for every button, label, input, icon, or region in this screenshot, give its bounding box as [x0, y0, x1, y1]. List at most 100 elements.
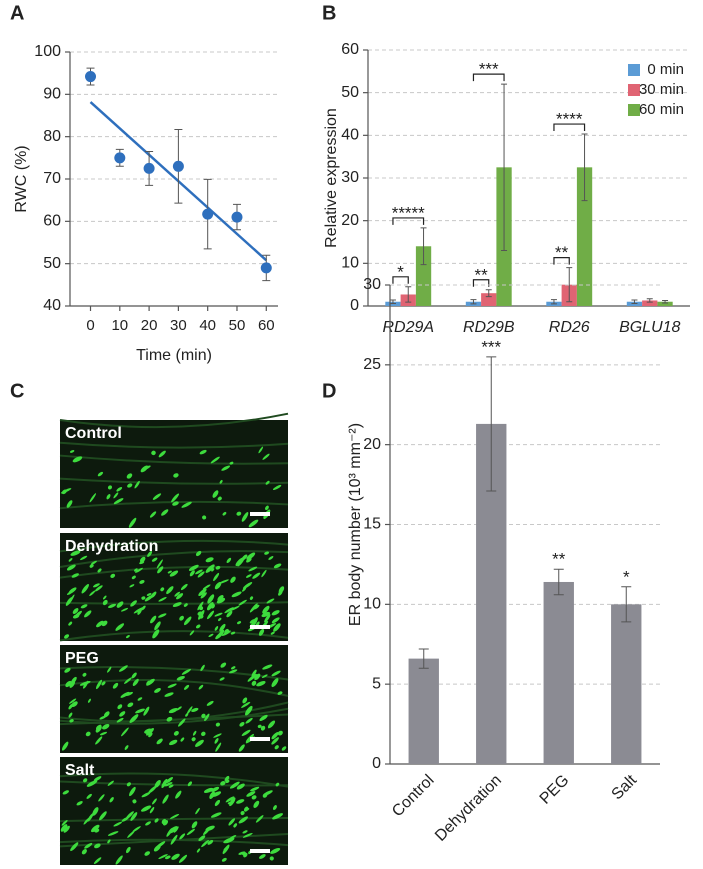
- er-body: [129, 584, 135, 588]
- er-body: [261, 674, 268, 679]
- er-body: [195, 807, 200, 815]
- er-body: [213, 572, 220, 582]
- panel-letter: C: [10, 380, 24, 402]
- er-body: [164, 692, 174, 697]
- er-body: [101, 620, 108, 627]
- er-body: [82, 672, 87, 677]
- er-body: [181, 668, 192, 675]
- er-body: [271, 617, 280, 624]
- er-body: [97, 471, 104, 477]
- y-tick-label: 10: [363, 596, 381, 613]
- er-body: [262, 605, 270, 614]
- er-body: [83, 778, 88, 783]
- er-body: [206, 700, 214, 706]
- error-bar: [418, 648, 429, 669]
- legend-swatch: [628, 84, 640, 96]
- y-axis-title: RWC (%): [13, 145, 30, 212]
- er-body: [176, 675, 185, 681]
- er-body: [107, 831, 119, 836]
- significance-label: *: [397, 262, 404, 281]
- er-body: [197, 601, 204, 611]
- er-body: [131, 672, 137, 679]
- x-tick-label: 0: [86, 317, 94, 334]
- er-body: [215, 631, 224, 640]
- micrograph-fiber: [59, 454, 289, 465]
- er-body: [162, 794, 169, 804]
- er-body: [267, 720, 276, 729]
- er-body: [116, 601, 124, 608]
- er-body: [95, 679, 103, 690]
- er-body: [205, 825, 215, 831]
- bar: [481, 293, 497, 306]
- er-body: [261, 611, 271, 618]
- er-body: [68, 587, 77, 594]
- error-bar: [550, 299, 557, 305]
- x-tick-label: PEG: [537, 772, 573, 808]
- er-body: [154, 688, 161, 693]
- er-body: [154, 779, 161, 788]
- er-body: [211, 568, 215, 572]
- er-body: [210, 603, 215, 609]
- er-body: [61, 819, 68, 826]
- er-body: [281, 746, 287, 751]
- significance-bracket: [392, 217, 425, 225]
- er-body: [176, 706, 182, 711]
- er-body: [205, 557, 214, 563]
- er-body: [214, 626, 219, 631]
- er-body: [94, 828, 100, 833]
- panel-letter: A: [10, 2, 24, 24]
- er-body: [68, 558, 73, 562]
- er-body: [120, 691, 130, 698]
- er-body: [277, 730, 283, 736]
- er-body: [230, 576, 236, 583]
- er-body: [173, 826, 179, 833]
- er-body: [144, 595, 154, 602]
- er-body: [139, 556, 146, 563]
- er-body: [176, 593, 184, 600]
- er-body: [197, 611, 203, 616]
- er-body: [76, 801, 83, 806]
- er-body: [126, 782, 131, 787]
- er-body: [270, 631, 275, 635]
- er-body: [161, 818, 167, 825]
- er-body: [224, 607, 234, 614]
- bar: [408, 658, 439, 764]
- er-body: [126, 635, 130, 639]
- er-body: [102, 599, 108, 606]
- er-body: [226, 557, 232, 563]
- er-body: [202, 584, 211, 590]
- er-body: [146, 678, 155, 686]
- er-body: [242, 830, 248, 834]
- x-tick-label: BGLU18: [619, 319, 680, 336]
- er-body: [149, 806, 155, 814]
- er-body: [183, 684, 190, 690]
- er-body: [226, 610, 233, 618]
- er-body: [93, 857, 102, 864]
- significance-label: ***: [481, 337, 501, 356]
- er-body: [272, 484, 282, 491]
- er-body: [210, 786, 220, 792]
- er-body: [152, 493, 162, 500]
- x-tick-label: 40: [199, 317, 216, 334]
- er-body: [236, 783, 245, 790]
- er-body: [124, 677, 132, 684]
- er-body: [140, 465, 149, 473]
- er-body: [143, 706, 150, 716]
- er-body: [98, 794, 105, 802]
- er-body: [72, 608, 79, 614]
- er-body: [131, 575, 136, 580]
- er-body: [265, 505, 269, 511]
- er-body: [245, 574, 252, 578]
- er-body: [167, 683, 177, 688]
- er-body: [189, 570, 195, 577]
- error-bar: [486, 356, 497, 492]
- er-body: [214, 612, 223, 617]
- error-bar: [621, 586, 632, 623]
- er-body: [192, 730, 197, 736]
- er-body: [132, 678, 139, 687]
- er-body: [135, 567, 143, 573]
- x-tick-label: 50: [229, 317, 246, 334]
- er-body: [274, 745, 279, 750]
- micrograph-fiber: [59, 477, 289, 485]
- er-body: [126, 846, 131, 854]
